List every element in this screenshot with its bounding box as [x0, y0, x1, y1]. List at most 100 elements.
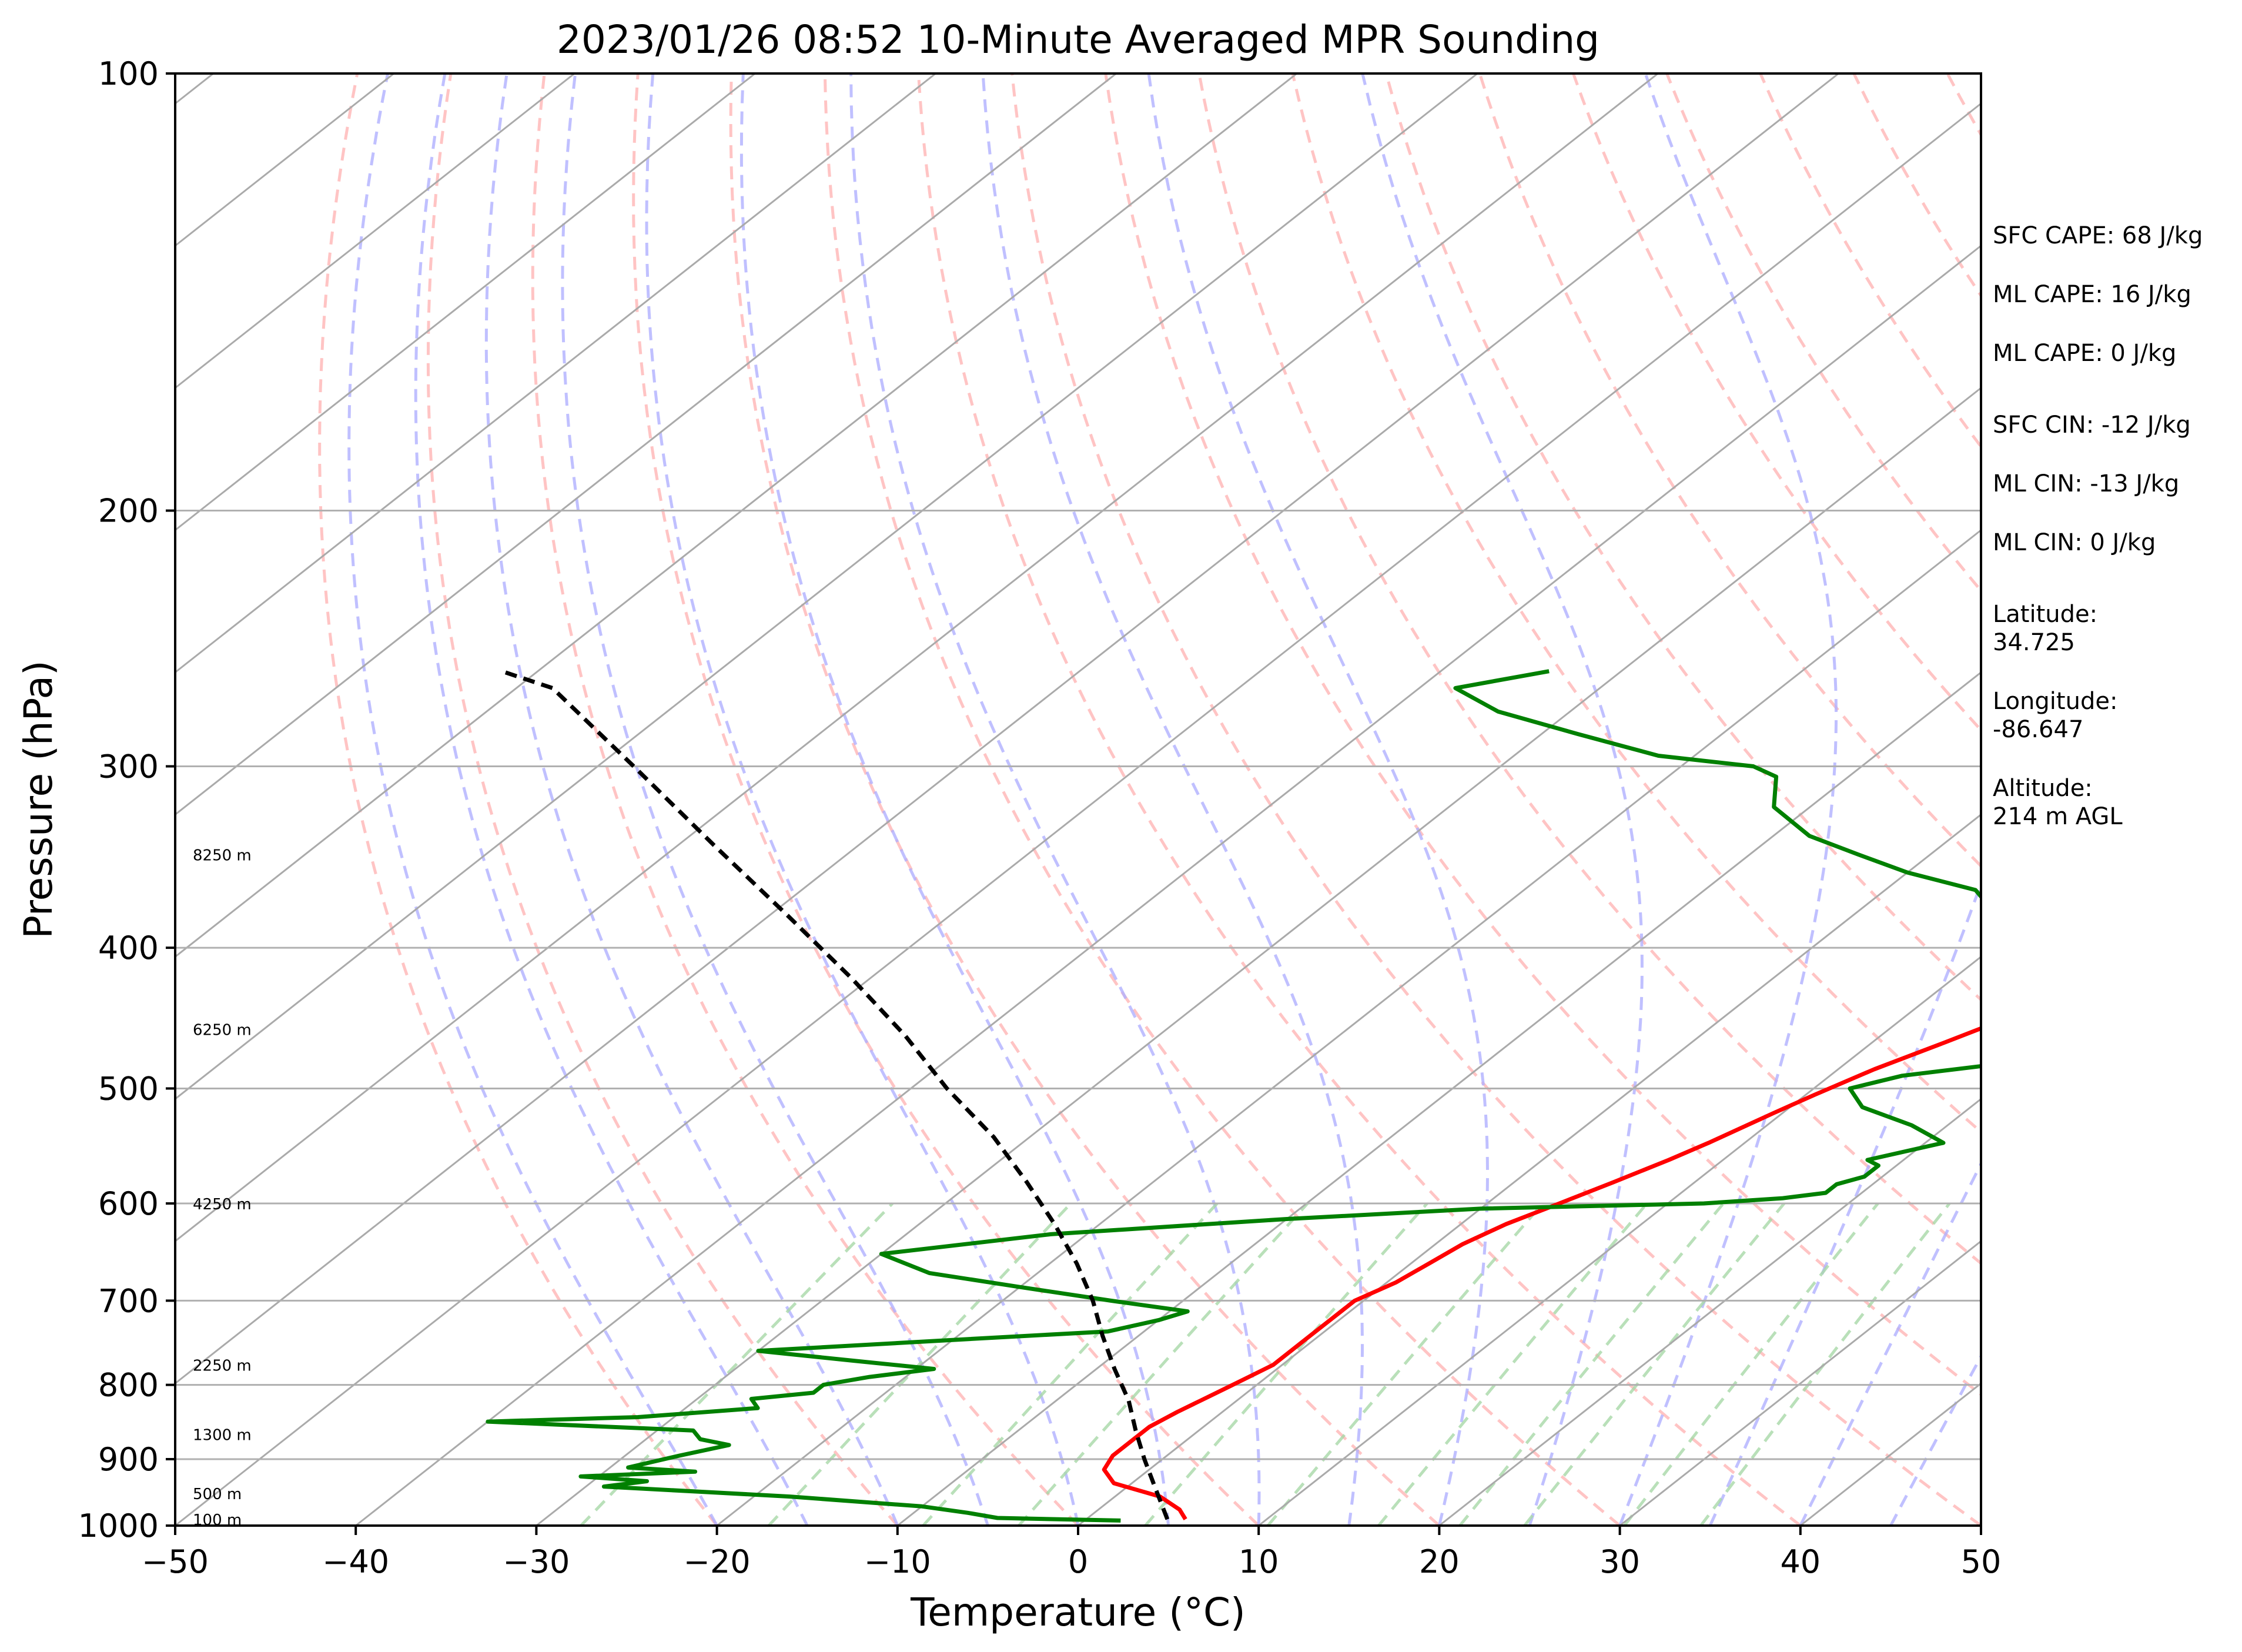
isotherm-line [1438, 1098, 1981, 1526]
data-lines [486, 669, 1981, 1523]
dry-adiabat [632, 73, 1260, 1526]
isotherm-line [175, 73, 1117, 816]
x-tick-label: 40 [1780, 1543, 1821, 1580]
x-tick-label: −30 [503, 1543, 570, 1580]
y-tick-label: 500 [98, 1070, 159, 1107]
height-label: 1300 m [193, 1426, 252, 1444]
x-tick-label: 50 [1961, 1543, 2002, 1580]
moist-adiabat [1889, 1353, 1981, 1526]
ml-cape-text: ML CAPE: 16 J/kg [1993, 281, 2191, 308]
y-axis-label: Pressure (hPa) [16, 660, 61, 938]
x-tick-label: −50 [142, 1543, 209, 1580]
info-panel: SFC CAPE: 68 J/kg ML CAPE: 16 J/kg ML CA… [1993, 222, 2203, 830]
dry-adiabat [2228, 73, 2242, 1526]
moist-adiabat [645, 73, 1080, 1526]
y-tick-label: 700 [98, 1282, 159, 1319]
dry-adiabat [1291, 73, 1981, 1134]
dry-adiabat [426, 73, 899, 1526]
height-label: 500 m [193, 1486, 242, 1503]
longitude-label: Longitude: [1993, 688, 2117, 715]
background-lines [175, 73, 2242, 1526]
x-tick-label: 30 [1599, 1543, 1640, 1580]
sfc-cin-text: SFC CIN: -12 J/kg [1993, 412, 2191, 439]
y-tick-label: 600 [98, 1185, 159, 1222]
moist-adiabat [561, 73, 989, 1526]
x-tick-label: 10 [1239, 1543, 1279, 1580]
mixing-ratio-line [580, 1202, 894, 1526]
temperature-line [1102, 1026, 1981, 1521]
altitude-label: Altitude: [1993, 775, 2093, 802]
ml-cape-2-text: ML CAPE: 0 J/kg [1993, 340, 2176, 367]
y-tick-label: 1000 [78, 1507, 159, 1544]
dry-adiabat [917, 73, 1802, 1526]
moist-adiabat [739, 73, 1170, 1526]
dewpoint-line [486, 669, 1981, 1523]
isotherm-line [716, 529, 1981, 1526]
isotherm-line [175, 73, 1478, 1101]
moist-adiabat [1361, 73, 1644, 1526]
moist-adiabat [981, 73, 1364, 1526]
isotherm-line [175, 73, 1839, 1385]
longitude-value: -86.647 [1993, 716, 2083, 743]
parcel-line [501, 669, 1170, 1520]
isotherm-line [175, 73, 936, 674]
y-tick-label: 400 [98, 929, 159, 967]
altitude-value: 214 m AGL [1993, 803, 2123, 830]
moist-adiabat [1708, 879, 1981, 1526]
isotherm-line [896, 671, 1981, 1526]
mixing-ratio-line [767, 1202, 1072, 1526]
mixing-ratio-line [1018, 1202, 1309, 1526]
height-label: 2250 m [193, 1357, 252, 1375]
y-tick-label: 200 [98, 493, 159, 530]
sfc-cape-text: SFC CAPE: 68 J/kg [1993, 222, 2203, 249]
latitude-value: 34.725 [1993, 629, 2075, 656]
ml-cin-2-text: ML CIN: 0 J/kg [1993, 529, 2156, 556]
x-tick-label: 0 [1068, 1543, 1088, 1580]
dry-adiabat [1478, 73, 1981, 868]
x-tick-label: 20 [1419, 1543, 1460, 1580]
moist-adiabat [1618, 73, 1838, 1526]
isotherm-line [175, 102, 1981, 1526]
dry-adiabat [1759, 73, 1981, 449]
x-tick-label: −20 [684, 1543, 751, 1580]
isotherm-line [1258, 955, 1981, 1526]
y-axis-ticks: 100 200 300 400 500 600 700 800 900 1000 [78, 55, 175, 1544]
dry-adiabat [823, 73, 1621, 1526]
moist-adiabat [1799, 1161, 1981, 1526]
isotherm-line [175, 73, 1298, 958]
moist-adiabat [484, 73, 899, 1526]
mixing-ratio-line [922, 1202, 1219, 1526]
y-tick-label: 300 [98, 748, 159, 785]
ml-cin-text: ML CIN: -13 J/kg [1993, 470, 2179, 497]
dry-adiabat [1104, 73, 1981, 1396]
moist-adiabat [347, 73, 718, 1526]
height-label: 6250 m [193, 1021, 252, 1039]
x-tick-label: −40 [322, 1543, 389, 1580]
y-tick-label: 100 [98, 55, 159, 92]
isotherm-line [355, 245, 1981, 1526]
dry-adiabat [729, 73, 1441, 1526]
dry-adiabat [1384, 73, 1981, 1002]
chart-title: 2023/01/26 08:52 10-Minute Averaged MPR … [557, 17, 1599, 62]
mixing-ratio-line [1623, 1202, 1879, 1526]
isotherm-line [536, 386, 1981, 1526]
moist-adiabat [1147, 73, 1489, 1526]
x-tick-label: −10 [864, 1543, 931, 1580]
height-label: 4250 m [193, 1196, 252, 1213]
dry-adiabat [1572, 73, 1981, 733]
isotherm-line [175, 73, 756, 531]
isotherm-line [1619, 1240, 1981, 1526]
pressure-gridlines [175, 73, 1981, 1526]
latitude-label: Latitude: [1993, 601, 2097, 628]
height-label: 8250 m [193, 847, 252, 864]
dry-adiabat [531, 73, 1079, 1526]
mixing-ratio-line [1144, 1202, 1428, 1526]
isotherm-line [175, 73, 1659, 1243]
isotherm-line [1078, 813, 1981, 1526]
isotherm-line [175, 73, 575, 389]
dry-adiabat [318, 73, 718, 1526]
y-tick-label: 800 [98, 1367, 159, 1404]
y-tick-label: 900 [98, 1441, 159, 1478]
dry-adiabat [1010, 73, 1981, 1526]
